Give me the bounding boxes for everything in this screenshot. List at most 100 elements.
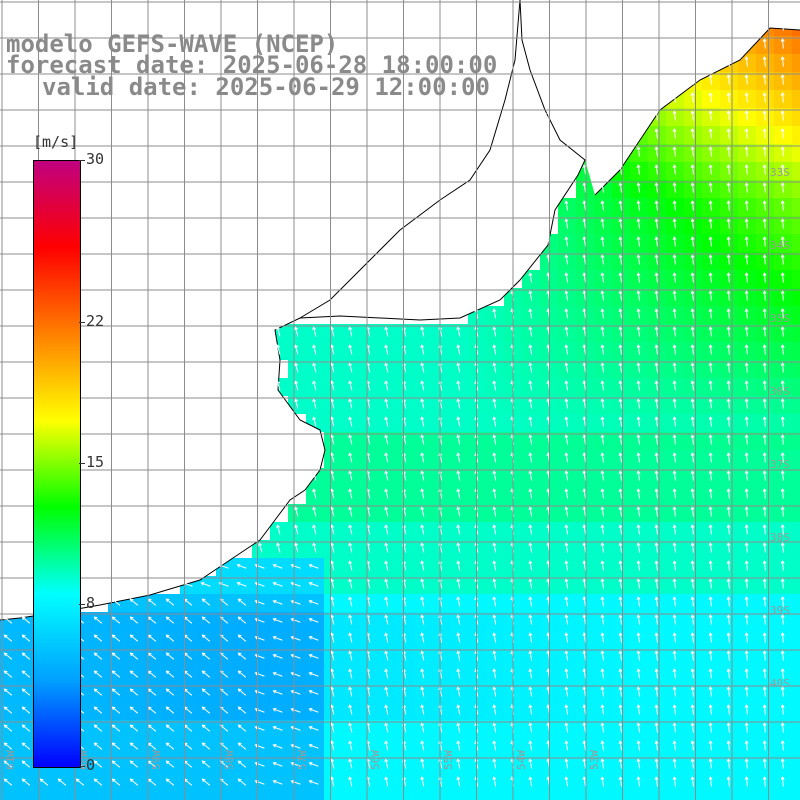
wind-arrow (582, 254, 587, 265)
wind-arrow (384, 506, 389, 517)
wind-arrow (762, 362, 767, 373)
wind-arrow-head (456, 326, 461, 331)
wind-arrow-head (420, 470, 425, 475)
wind-arrow (294, 362, 299, 373)
wind-arrow (744, 470, 749, 481)
wind-arrow-shaft (583, 200, 587, 211)
wind-arrow-shaft (691, 110, 694, 121)
wind-arrow (528, 56, 533, 67)
wind-arrow (564, 380, 569, 391)
wind-arrow (348, 416, 353, 427)
wind-arrow (708, 236, 713, 247)
wind-arrow (780, 38, 785, 49)
wind-arrow-shaft (421, 417, 425, 427)
wind-arrow-head (708, 380, 713, 384)
wind-arrow-shaft (727, 236, 730, 247)
wind-arrow (582, 398, 587, 409)
wind-arrow (726, 200, 731, 211)
wind-arrow-head (690, 200, 695, 204)
wind-arrow-head (744, 56, 749, 60)
wind-arrow-shaft (655, 20, 658, 31)
wind-arrow-head (636, 20, 641, 25)
wind-arrow (564, 452, 569, 463)
wind-arrow-head (654, 110, 659, 115)
wind-arrow-shaft (709, 434, 712, 445)
wind-arrow-shaft (745, 272, 748, 283)
wind-arrow-shaft (781, 380, 784, 391)
latitude-label: 33S (770, 166, 790, 179)
wind-arrow (348, 398, 353, 409)
wind-arrow-shaft (709, 416, 712, 427)
wind-arrow (708, 434, 713, 445)
wind-arrow-head (636, 218, 641, 223)
wind-arrow-shaft (529, 417, 533, 427)
wind-arrow-head (474, 452, 479, 457)
wind-arrow-head (762, 218, 767, 222)
wind-cell (432, 792, 450, 800)
wind-arrow (708, 470, 713, 481)
wind-arrow-shaft (583, 182, 587, 193)
wind-arrow-shaft (637, 146, 640, 157)
wind-arrow-head (456, 362, 461, 367)
wind-arrow-shaft (385, 399, 389, 409)
wind-arrow-head (654, 56, 659, 61)
wind-arrow (492, 434, 497, 445)
wind-arrow-shaft (637, 38, 640, 49)
wind-arrow-shaft (493, 489, 497, 499)
wind-arrow-shaft (529, 57, 533, 67)
wind-arrow-head (582, 506, 587, 511)
wind-arrow-head (636, 56, 641, 61)
wind-arrow (600, 218, 605, 229)
wind-arrow-head (654, 308, 659, 313)
wind-arrow-shaft (601, 452, 605, 463)
wind-arrow (618, 506, 623, 517)
wind-arrow-head (582, 92, 587, 97)
wind-arrow-shaft (691, 326, 694, 337)
wind-arrow (690, 254, 695, 265)
wind-arrow-head (564, 56, 569, 61)
wind-arrow (384, 398, 389, 409)
wind-arrow-shaft (367, 471, 371, 481)
wind-arrow-head (618, 380, 623, 385)
wind-arrow-shaft (709, 254, 712, 265)
wind-arrow (564, 434, 569, 445)
wind-arrow-shaft (601, 434, 605, 445)
wind-arrow-shaft (781, 38, 784, 49)
wind-cell (180, 792, 198, 800)
wind-arrow-head (348, 362, 353, 367)
wind-arrow (456, 416, 461, 427)
wind-cell (630, 792, 648, 800)
wind-arrow-head (744, 488, 749, 492)
wind-arrow-shaft (529, 39, 533, 49)
wind-arrow (726, 110, 731, 121)
wind-cell (792, 90, 800, 108)
wind-arrow-head (420, 362, 425, 367)
wind-arrow-head (744, 272, 749, 276)
wind-arrow-head (564, 398, 569, 403)
wind-arrow-head (780, 380, 785, 384)
colorbar-tick-mark (79, 463, 85, 464)
wind-arrow-head (582, 272, 587, 277)
wind-arrow-head (582, 362, 587, 367)
wind-arrow-head (744, 470, 749, 474)
wind-arrow-head (780, 254, 785, 258)
wind-arrow-head (636, 380, 641, 385)
wind-cell (450, 792, 468, 800)
wind-arrow-head (708, 128, 713, 132)
wind-arrow (762, 308, 767, 319)
wind-arrow (348, 506, 353, 517)
latitude-label: 40S (770, 677, 790, 690)
wind-arrow-head (600, 506, 605, 511)
wind-arrow-head (564, 2, 569, 7)
wind-cell (792, 252, 800, 270)
wind-arrow-head (744, 164, 749, 168)
wind-arrow (744, 362, 749, 373)
wind-arrow-shaft (601, 218, 605, 229)
wind-arrow-shaft (601, 380, 605, 391)
wind-arrow-shaft (691, 164, 694, 175)
wind-arrow-shaft (745, 326, 748, 337)
wind-arrow-shaft (763, 380, 766, 391)
wind-arrow-shaft (655, 506, 658, 517)
wind-arrow (600, 236, 605, 247)
wind-arrow (762, 326, 767, 337)
